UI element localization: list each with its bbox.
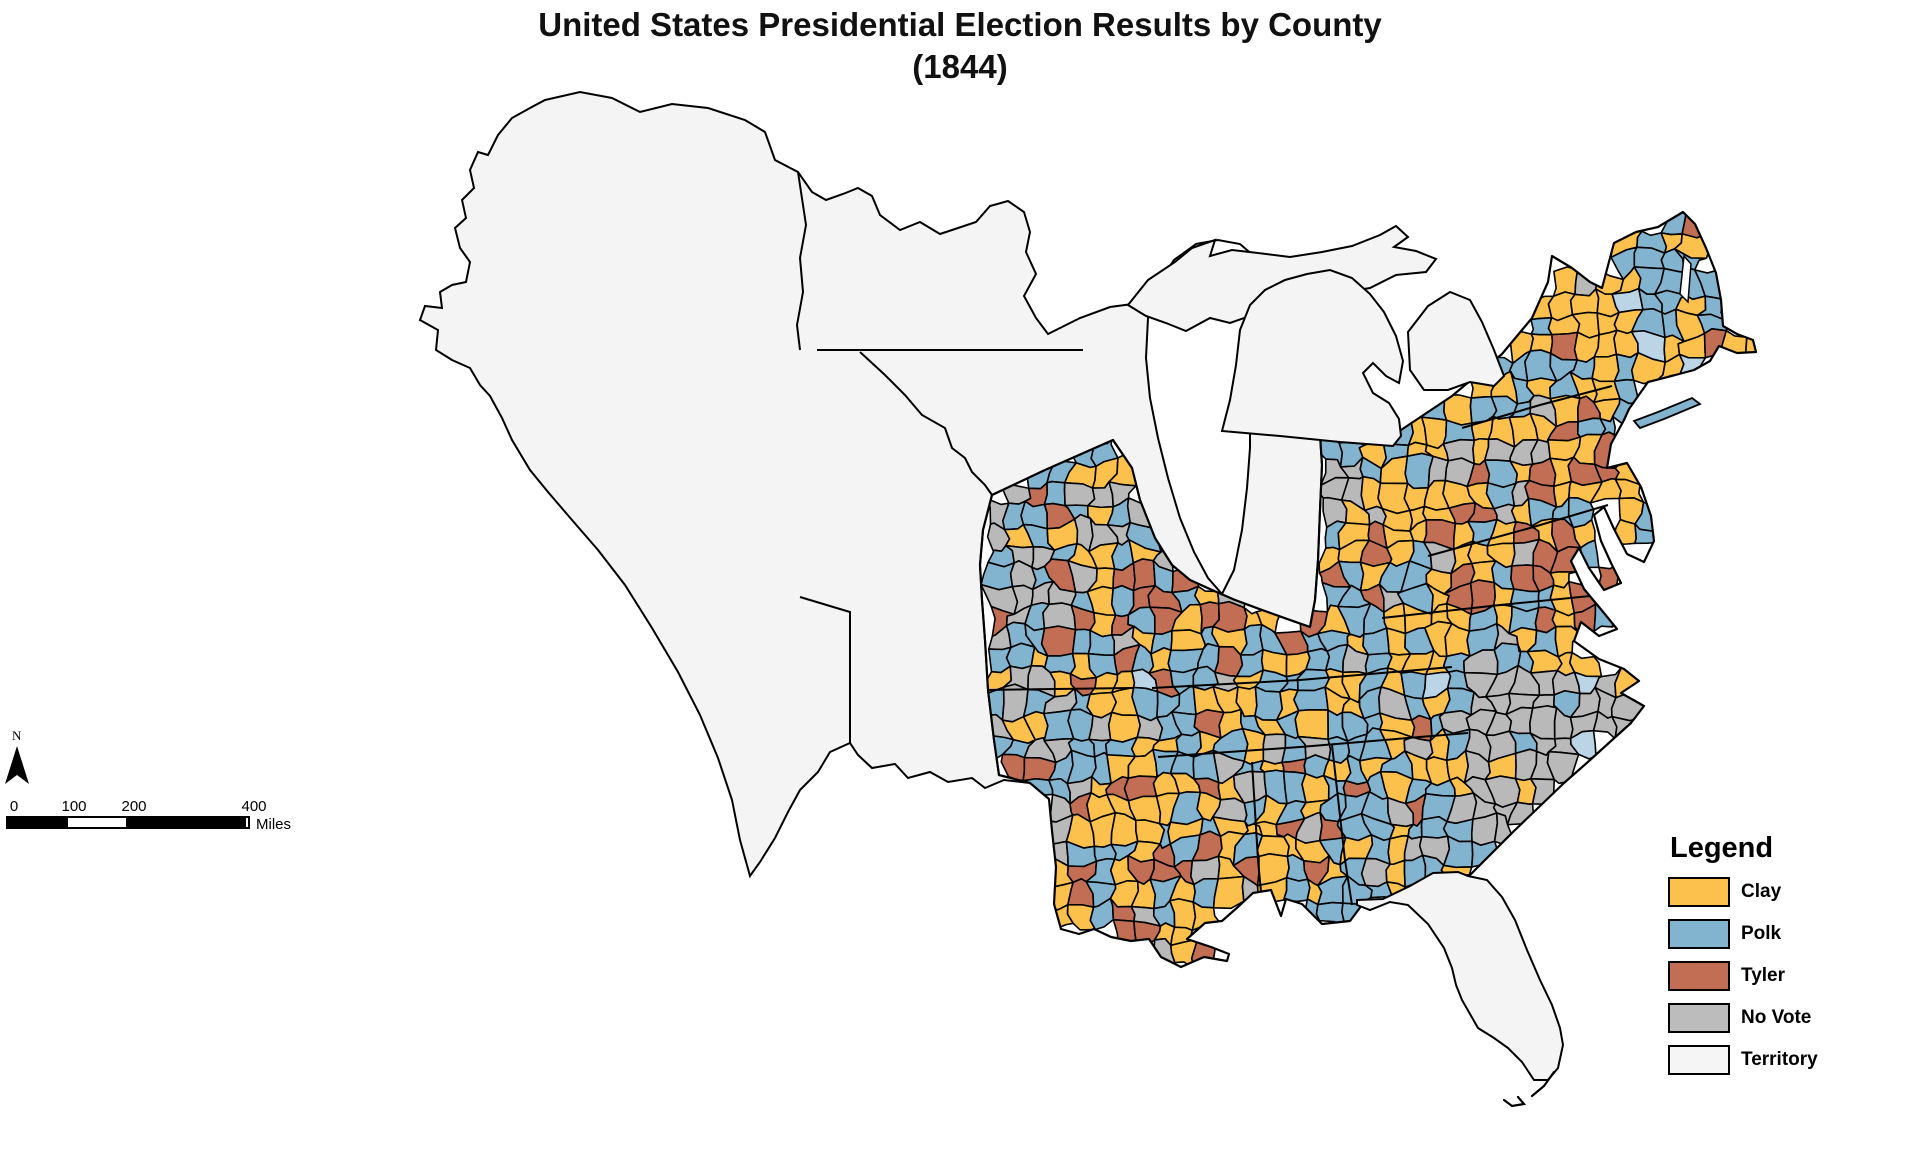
tyler-swatch-icon xyxy=(1668,960,1730,991)
legend-label-tyler: Tyler xyxy=(1741,964,1786,986)
legend-item-tyler: Tyler xyxy=(1668,960,1818,991)
state-border-line xyxy=(1157,732,1469,758)
florida-territory-shape xyxy=(1356,870,1565,1081)
scale-bar-segment xyxy=(126,818,246,827)
legend-heading: Legend xyxy=(1670,832,1774,864)
scale-bar-bar xyxy=(6,816,250,829)
scale-tick-400: 400 xyxy=(241,798,267,815)
county-cell xyxy=(1470,840,1499,868)
scale-bar-segment xyxy=(8,818,68,827)
county-cell xyxy=(1529,705,1558,740)
title-line-2: (1844) xyxy=(912,48,1008,86)
legend-label-no-vote: No Vote xyxy=(1741,1006,1812,1028)
county-cell xyxy=(1315,901,1347,930)
legend-label-clay: Clay xyxy=(1741,880,1782,902)
florida-keys-line xyxy=(1502,1095,1527,1108)
scale-bar-ticks: 0 100 200 400 xyxy=(6,798,306,816)
legend-label-polk: Polk xyxy=(1741,922,1782,944)
legend-item-polk: Polk xyxy=(1668,918,1818,949)
scale-bar-segment xyxy=(68,818,126,827)
north-arrow-label: N xyxy=(12,728,22,743)
state-border-line xyxy=(1427,504,1609,557)
clay-swatch-icon xyxy=(1668,876,1730,907)
lake-champlain-shape xyxy=(1679,254,1692,304)
county-cell xyxy=(1005,642,1036,670)
territory-border-line xyxy=(799,596,851,743)
state-border-line xyxy=(1251,761,1263,903)
title-line-1: United States Presidential Election Resu… xyxy=(538,6,1382,43)
county-cell xyxy=(1063,481,1096,507)
polk-swatch-icon xyxy=(1668,918,1730,949)
county-cell xyxy=(1294,709,1329,741)
county-cell xyxy=(1282,876,1311,903)
no-vote-swatch-icon xyxy=(1668,1002,1730,1033)
county-cell xyxy=(1591,353,1620,383)
ontario-peninsula-shape xyxy=(1406,290,1506,391)
territory-swatch-icon xyxy=(1668,1044,1730,1075)
county-cell xyxy=(1071,628,1092,655)
long-island-shape xyxy=(1632,396,1702,430)
scale-tick-100: 100 xyxy=(61,798,87,815)
territory-border-line xyxy=(795,171,808,351)
county-cell xyxy=(1040,625,1077,657)
county-cell xyxy=(1190,938,1224,967)
scale-tick-0: 0 xyxy=(9,798,19,815)
legend-label-territory: Territory xyxy=(1741,1048,1818,1070)
michigan-upper-peninsula-shape xyxy=(1126,224,1438,333)
county-cell xyxy=(1170,629,1207,652)
county-cell xyxy=(1293,686,1329,712)
territory-border-line xyxy=(859,351,993,496)
north-arrow: N xyxy=(4,728,44,788)
north-arrow-icon xyxy=(5,746,29,784)
state-border-line xyxy=(982,687,1134,691)
county-cell xyxy=(1212,875,1245,910)
island-layer xyxy=(1632,396,1702,430)
county-cell xyxy=(1442,835,1474,869)
state-border-line xyxy=(1381,591,1631,619)
state-border-line xyxy=(1331,744,1353,906)
county-cell xyxy=(1043,480,1066,507)
legend-item-no-vote: No Vote xyxy=(1668,1002,1818,1033)
county-cell xyxy=(1254,685,1284,721)
state-border-line xyxy=(1461,385,1613,429)
legend: Legend Clay Polk Tyler No Vote Territory xyxy=(1668,832,1818,1087)
scale-bar: 0 100 200 400 Miles xyxy=(6,798,306,833)
state-border-line xyxy=(1151,666,1453,689)
florida-keys-line xyxy=(1530,1070,1556,1098)
scale-tick-200: 200 xyxy=(121,798,147,815)
michigan-lower-peninsula-shape xyxy=(1220,268,1405,448)
legend-item-clay: Clay xyxy=(1668,876,1818,907)
county-cell xyxy=(1112,918,1138,950)
scale-bar-unit: Miles xyxy=(256,816,292,833)
territory-top-layer xyxy=(1126,224,1692,1108)
legend-item-territory: Territory xyxy=(1668,1044,1818,1075)
page-title: United States Presidential Election Resu… xyxy=(0,4,1920,88)
